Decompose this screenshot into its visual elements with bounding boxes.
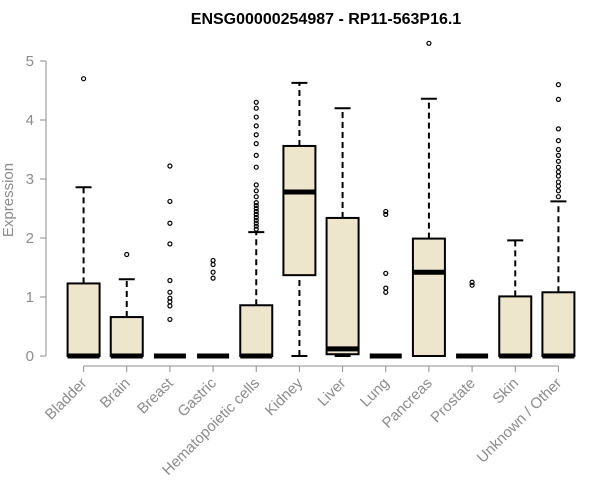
outlier-point (555, 138, 562, 144)
box (109, 316, 144, 357)
box (541, 291, 576, 357)
outlier-point (555, 126, 562, 132)
outlier-point (167, 316, 173, 323)
box (411, 237, 446, 357)
outlier-point (124, 251, 130, 258)
y-tick-label: 2 (26, 230, 34, 247)
outlier-point (426, 40, 432, 46)
y-axis: 0 1 2 3 4 5 (26, 53, 47, 365)
outlier-point (253, 182, 259, 188)
outlier-point (555, 179, 562, 185)
box (282, 144, 317, 277)
box-group-9 (456, 279, 489, 359)
outlier-point (469, 279, 475, 285)
y-tick-label: 0 (26, 348, 34, 365)
outlier-point (253, 99, 259, 105)
outlier-point (167, 289, 173, 295)
outlier-point (210, 269, 216, 275)
outlier-point (383, 211, 389, 217)
outlier-point (383, 285, 389, 291)
outlier-point (253, 194, 259, 200)
box-group-5 (282, 81, 317, 357)
outlier-point (253, 188, 259, 194)
outlier-point (167, 241, 173, 247)
outlier-point (555, 194, 562, 200)
outlier-point (555, 81, 562, 88)
chart-title: ENSG00000254987 - RP11-563P16.1 (191, 11, 462, 28)
x-tick-label: Brain (97, 375, 134, 412)
outlier-point (167, 303, 173, 309)
outlier-point (167, 163, 173, 169)
outlier-point (555, 152, 562, 158)
outlier-point (253, 105, 259, 111)
outlier-point (253, 208, 259, 215)
box-group-8 (411, 40, 446, 357)
outlier-point (253, 205, 259, 212)
outlier-point (383, 208, 389, 215)
x-tick-label: Skin (489, 375, 522, 408)
outlier-point (210, 261, 216, 268)
outlier-point (555, 173, 562, 179)
outlier-point (253, 220, 259, 226)
box-group-4 (239, 99, 274, 359)
x-tick-label: Liver (314, 375, 349, 410)
x-tick-label: Kidney (262, 374, 307, 419)
outlier-point (555, 169, 562, 175)
box-group-11 (541, 81, 576, 359)
outlier-point (167, 220, 173, 226)
outlier-point (383, 289, 389, 295)
outlier-point (167, 295, 173, 301)
x-tick-label: Breast (134, 374, 177, 417)
outlier-point (253, 223, 259, 229)
box-group-7 (369, 208, 402, 359)
outlier-point (555, 188, 562, 194)
outlier-point (253, 217, 259, 223)
outlier-point (555, 164, 562, 170)
outlier-point (555, 146, 562, 153)
x-tick-label: Prostate (427, 375, 479, 427)
outlier-point (80, 76, 87, 82)
outlier-point (253, 211, 259, 217)
outlier-point (383, 270, 389, 276)
box-group-3 (197, 257, 230, 359)
outlier-point (167, 277, 173, 284)
y-tick-label: 4 (26, 112, 34, 129)
x-tick-label: Bladder (42, 375, 91, 424)
y-tick-label: 3 (26, 171, 34, 188)
outlier-point (210, 257, 216, 264)
box (498, 295, 533, 358)
box-group-6 (325, 107, 360, 357)
outlier-point (555, 96, 562, 102)
outlier-point (253, 141, 259, 147)
box-group-1 (109, 251, 144, 359)
outlier-point (253, 152, 259, 158)
outlier-point (253, 202, 259, 209)
outlier-point (210, 275, 216, 281)
box-group-10 (498, 239, 533, 359)
outlier-point (253, 114, 259, 120)
outlier-point (253, 200, 259, 206)
box (325, 216, 360, 356)
x-tick-label: Lung (357, 375, 393, 411)
box-group-0 (66, 76, 101, 359)
outlier-point (469, 282, 475, 288)
outlier-point (253, 164, 259, 170)
outlier-point (167, 198, 173, 205)
y-tick-label: 1 (26, 289, 34, 306)
box (239, 304, 274, 358)
outlier-point (253, 123, 259, 129)
box (66, 282, 101, 357)
outlier-point (555, 158, 562, 164)
outlier-point (253, 226, 259, 232)
plot-area (66, 40, 576, 359)
outlier-point (253, 214, 259, 220)
y-axis-label: Expression (0, 163, 17, 237)
outlier-point (253, 132, 259, 138)
box-group-2 (153, 163, 186, 359)
y-tick-label: 5 (26, 53, 34, 70)
outlier-point (555, 183, 562, 189)
